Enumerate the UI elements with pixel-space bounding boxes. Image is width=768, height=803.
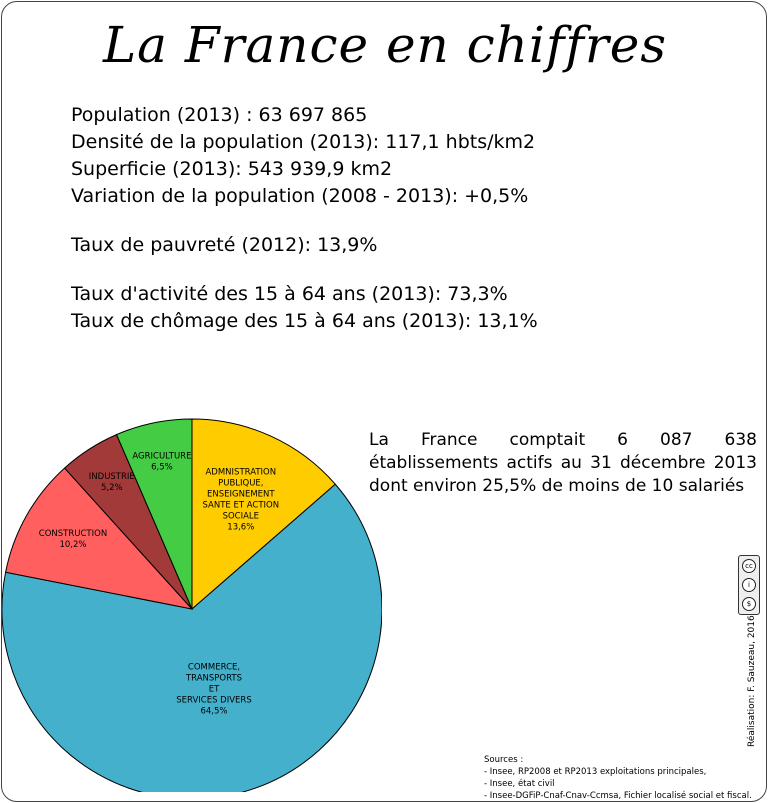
by-icon: i: [742, 577, 756, 592]
stat-pauvrete: Taux de pauvreté (2012): 13,9%: [71, 234, 378, 256]
source-line: - Insee, état civil: [484, 779, 555, 789]
page-title: La France en chiffres: [102, 16, 668, 74]
sources-block: Sources : - Insee, RP2008 et RP2013 expl…: [484, 754, 752, 802]
stat-superficie: Superficie (2013): 543 939,9 km2: [71, 158, 393, 180]
credit-text: Réalisation: F. Sauzeau, 2016: [747, 615, 757, 747]
nc-icon: $: [742, 597, 756, 612]
pie-slice-label: AGRICULTURE 6,5%: [132, 451, 191, 472]
pie-slice-label: COMMERCE, TRANSPORTS ET SERVICES DIVERS 64,5…: [176, 663, 251, 717]
sources-heading: Sources :: [484, 755, 524, 765]
establishments-note: La France comptait 6 087 638 établisseme…: [369, 430, 757, 496]
stat-chomage: Taux de chômage des 15 à 64 ans (2013): …: [71, 310, 538, 332]
stat-variation: Variation de la population (2008 - 2013)…: [71, 185, 529, 207]
pie-slice: [5, 467, 194, 610]
pie-slice: [2, 483, 382, 792]
pie-slice-label: ADMNISTRATION PUBLIQUE, ENSEIGNEMENT SANTE …: [202, 467, 279, 532]
stats-block: Population (2013) : 63 697 865 Densité d…: [71, 102, 538, 335]
license-badge: cc i $: [738, 555, 760, 615]
cc-icon: cc: [742, 558, 756, 573]
pie-slice: [191, 418, 337, 611]
pie-slice-label: INDUSTRIE 5,2%: [89, 472, 135, 493]
source-line: - Insee-DGFiP-Cnaf-Cnav-Ccmsa, Fichier l…: [484, 791, 752, 801]
stat-densite: Densité de la population (2013): 117,1 h…: [71, 131, 536, 153]
pie-slice-label: CONSTRUCTION 10,2%: [39, 529, 107, 550]
pie-chart: ADMNISTRATION PUBLIQUE, ENSEIGNEMENT SANTE …: [2, 418, 382, 792]
source-line: - Insee, RP2008 et RP2013 exploitations …: [484, 767, 707, 777]
stat-population: Population (2013) : 63 697 865: [71, 104, 368, 126]
pie-slice: [115, 418, 193, 610]
stat-activite: Taux d'activité des 15 à 64 ans (2013): …: [71, 283, 508, 305]
